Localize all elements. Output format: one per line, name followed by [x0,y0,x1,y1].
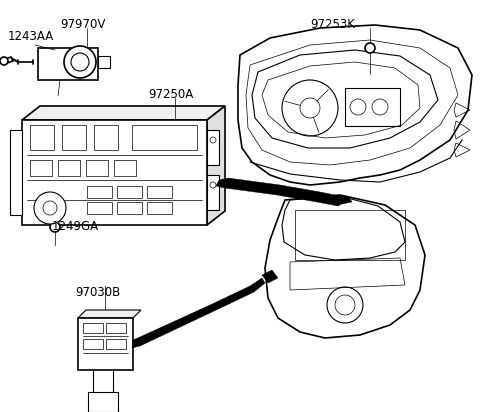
Bar [147,202,172,214]
Bar [78,318,133,370]
Circle shape [50,222,60,232]
Bar [295,210,405,260]
Bar [30,125,54,150]
Polygon shape [132,278,265,348]
Polygon shape [265,195,425,338]
Bar [147,186,172,198]
Bar [94,125,118,150]
Circle shape [71,53,89,71]
Bar [10,130,22,215]
Circle shape [34,192,66,224]
Bar [106,323,126,333]
Bar [62,125,86,150]
Bar [86,160,108,176]
Text: 97030B: 97030B [75,286,120,299]
Bar [132,125,197,150]
Bar [117,186,142,198]
Text: 97250A: 97250A [148,88,193,101]
Bar [87,186,112,198]
Polygon shape [78,310,141,318]
Circle shape [210,182,216,188]
Bar [207,175,219,210]
Bar [345,88,400,126]
Circle shape [64,46,96,78]
Bar [87,202,112,214]
Polygon shape [216,178,345,206]
Bar [83,323,103,333]
Polygon shape [98,56,110,68]
Bar [117,202,142,214]
Bar [106,339,126,349]
Polygon shape [207,106,225,225]
Polygon shape [5,57,13,63]
Circle shape [43,201,57,215]
Text: 97253K: 97253K [310,18,355,31]
Polygon shape [238,25,472,185]
Bar [58,160,80,176]
Bar [30,160,52,176]
Polygon shape [22,106,225,120]
Polygon shape [22,120,207,225]
Text: 1249GA: 1249GA [52,220,99,233]
Circle shape [365,43,375,53]
Circle shape [210,137,216,143]
Text: 97970V: 97970V [60,18,106,31]
Bar [114,160,136,176]
Polygon shape [338,196,352,204]
Text: 1243AA: 1243AA [8,30,54,43]
Circle shape [0,57,8,65]
Bar [88,392,118,412]
Polygon shape [38,48,98,80]
Bar [83,339,103,349]
Polygon shape [262,270,278,283]
Bar [207,130,219,165]
